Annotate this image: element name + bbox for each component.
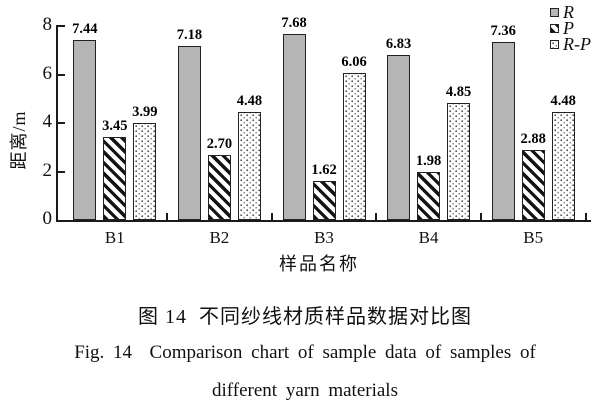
bar-R-B3 (282, 34, 306, 220)
y-tick (58, 73, 65, 76)
legend-item-P: P (550, 18, 591, 38)
x-tick (375, 213, 378, 220)
value-label-R-P-B2: 4.48 (236, 92, 263, 109)
legend-item-R: R (550, 2, 591, 22)
y-tick-label: 4 (42, 111, 53, 133)
y-tick-label: 8 (42, 14, 53, 36)
bar-R-P-B1 (133, 123, 157, 220)
caption-english-line2: different yarn materials (212, 380, 398, 401)
bar-P-B1 (103, 136, 127, 220)
legend-item-R-P: R-P (550, 34, 591, 54)
y-axis-title: 距离/m (9, 110, 29, 170)
value-label-R-P-B5: 4.48 (550, 92, 576, 109)
bar-P-B5 (521, 150, 545, 220)
value-label-R-B5: 7.36 (490, 22, 516, 39)
y-tick-label: 2 (42, 159, 53, 181)
x-tick (479, 213, 482, 220)
value-label-R-P-B1: 3.99 (132, 104, 158, 121)
value-label-P-B3: 1.62 (311, 161, 337, 178)
value-label-R-P-B4: 4.85 (445, 83, 472, 100)
x-category-label-B3: B3 (314, 228, 334, 247)
bar-R-P-B2 (237, 111, 261, 220)
y-axis-line (56, 25, 58, 222)
caption-english-line1: Fig. 14 Comparison chart of sample data … (74, 342, 536, 363)
value-label-P-B5: 2.88 (520, 131, 546, 148)
bar-R-B2 (177, 46, 201, 220)
y-tick (58, 25, 65, 28)
legend-swatch-R (550, 7, 559, 17)
x-tick (270, 213, 273, 220)
y-tick (58, 170, 65, 173)
caption-chinese: 图 14 不同纱线材质样品数据对比图 (138, 306, 472, 328)
value-label-P-B4: 1.98 (415, 153, 442, 170)
x-tick (166, 213, 169, 220)
legend-swatch-P (550, 23, 559, 33)
bar-R-B5 (491, 41, 515, 220)
x-category-label-B4: B4 (418, 228, 439, 247)
x-category-label-B1: B1 (104, 228, 125, 247)
y-tick (58, 122, 65, 125)
value-label-P-B2: 2.70 (206, 135, 233, 152)
bar-R-P-B4 (447, 102, 471, 220)
legend-swatch-R-P (550, 39, 559, 49)
x-category-label-B2: B2 (209, 228, 230, 247)
legend-label-R: R (563, 2, 574, 22)
y-tick-label: 0 (42, 208, 53, 229)
legend-label-R-P: R-P (563, 34, 591, 54)
bar-P-B2 (207, 154, 231, 220)
x-axis-title: 样品名称 (279, 254, 359, 274)
x-tick (584, 213, 587, 220)
value-label-R-B3: 7.68 (281, 15, 307, 32)
value-label-P-B1: 3.45 (102, 117, 128, 134)
bar-R-P-B5 (551, 111, 575, 220)
bar-R-P-B3 (342, 73, 366, 220)
value-label-R-B2: 7.18 (176, 27, 203, 44)
x-axis-line (56, 220, 591, 222)
y-tick-label: 6 (42, 62, 53, 84)
bar-R-B4 (387, 54, 411, 220)
bar-R-B1 (73, 39, 97, 220)
value-label-R-B1: 7.44 (72, 20, 98, 37)
legend-label-P: P (563, 18, 574, 38)
bar-P-B4 (417, 172, 441, 220)
x-category-label-B5: B5 (523, 228, 544, 247)
bar-P-B3 (312, 180, 336, 220)
value-label-R-P-B3: 6.06 (341, 54, 367, 71)
value-label-R-B4: 6.83 (385, 35, 412, 52)
chart-legend: R P R-P (550, 2, 591, 54)
